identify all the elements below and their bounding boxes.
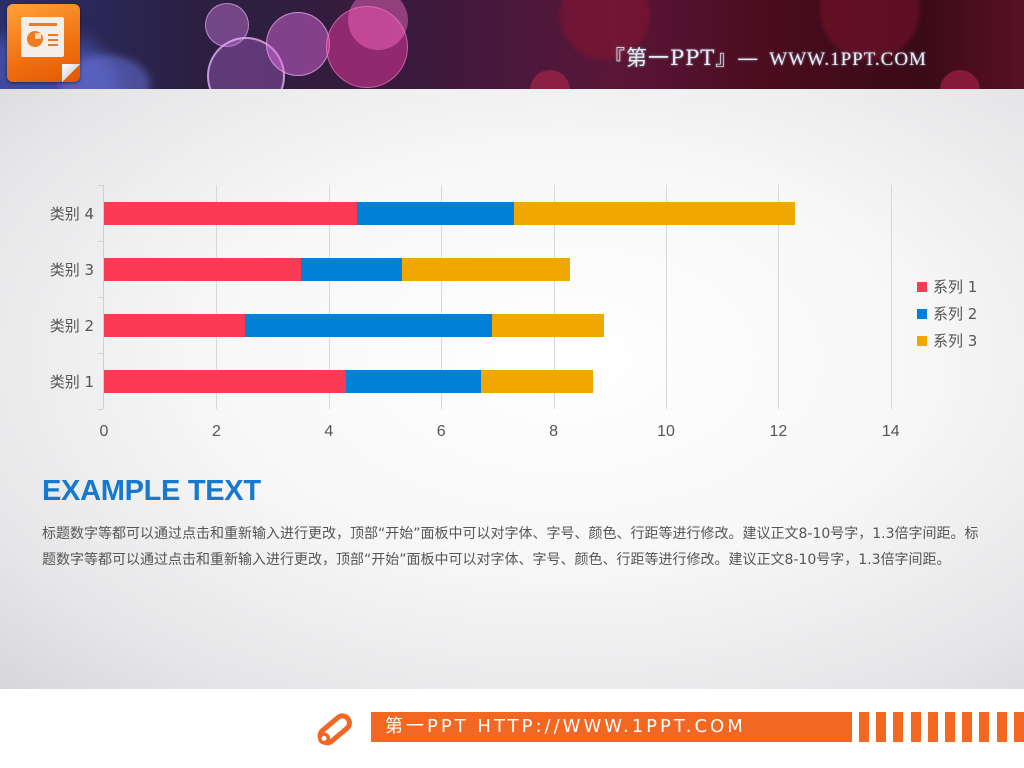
legend-swatch-icon [917,281,927,292]
category-label: 类别 3 [49,261,94,279]
decorative-stripe [996,712,1007,742]
x-tick-label: 12 [769,423,788,440]
x-tick-label: 14 [881,423,900,440]
legend-swatch-icon [917,308,927,319]
header-url: WWW.1PPT.COM [769,49,927,70]
y-tick-mark [98,353,103,354]
y-axis-line [103,185,104,409]
legend-swatch-icon [917,335,927,346]
x-tick-label: 10 [657,423,675,440]
bar-segment[interactable] [104,257,301,281]
y-tick-mark [98,185,103,186]
footer: 第一PPT HTTP://WWW.1PPT.COM [0,689,1024,768]
gridline [778,185,780,409]
bar-segment[interactable] [104,313,245,337]
bar-row [104,257,571,281]
category-label: 类别 1 [49,373,94,391]
bar-segment[interactable] [244,313,492,337]
bar-row [104,201,796,225]
powerpoint-icon [7,4,80,82]
x-tick-label: 2 [211,423,221,440]
bar-segment[interactable] [300,257,402,281]
bar-segment[interactable] [356,201,515,225]
decorative-stripe [962,712,973,742]
decorative-stripe [945,712,955,742]
header-banner: 『第一PPT』— WWW.1PPT.COM [0,0,1024,89]
x-tick-label: 8 [549,423,559,440]
section-title: EXAMPLE TEXT [42,475,261,507]
gridline [666,185,667,409]
legend-item[interactable]: 系列 3 [917,327,977,354]
gridline [216,185,218,409]
header-title-cn: 『第一PPT』— [604,46,760,70]
bar-segment[interactable] [345,369,481,393]
decorative-stripe [910,712,921,742]
bar-row [104,369,593,393]
footer-link-banner[interactable]: 第一PPT HTTP://WWW.1PPT.COM [371,712,852,742]
y-tick-mark [98,241,103,242]
legend-label: 系列 1 [933,278,978,296]
bar-segment[interactable] [104,369,346,393]
decorative-stripe [979,712,990,742]
legend-item[interactable]: 系列 1 [917,273,977,300]
x-tick-label: 0 [99,423,109,440]
category-label: 类别 2 [49,317,94,335]
y-tick-mark [98,409,103,410]
bar-segment[interactable] [401,257,571,281]
y-tick-mark [98,297,103,298]
header-title: 『第一PPT』— WWW.1PPT.COM [604,42,927,72]
decorative-stripe [859,712,869,742]
gridline [890,185,892,409]
category-label: 类别 4 [49,205,94,223]
legend-label: 系列 2 [933,305,978,323]
decorative-stripe [876,712,887,742]
decorative-stripe [927,712,938,742]
chart-legend: 系列 1 系列 2 系列 3 [917,273,977,354]
bar-segment[interactable] [480,369,593,393]
decorative-stripe [1013,712,1024,742]
gridline [553,185,555,409]
slide-body: 0 2 4 6 8 10 12 14 类别 1 类别 2 类别 3 类别 4 系列 1 系列 2 系列 3 … [0,89,1024,689]
decorative-stripe [893,712,904,742]
x-tick-label: 4 [324,423,334,440]
body-paragraph: 标题数字等都可以通过点击和重新输入进行更改，顶部“开始”面板中可以对字体、字号、… [42,526,979,568]
bar-row [104,313,605,337]
bar-segment[interactable] [104,201,357,225]
pencil-icon [317,713,352,746]
x-tick-label: 6 [436,423,446,440]
bar-segment[interactable] [491,313,605,337]
bar-segment[interactable] [514,201,796,225]
stacked-bar-chart: 0 2 4 6 8 10 12 14 类别 1 类别 2 类别 3 类别 4 系列 1 系列 2 系列 3 [0,89,1024,469]
gridline [328,185,330,409]
gridline [441,185,443,409]
legend-item[interactable]: 系列 2 [917,300,977,327]
legend-label: 系列 3 [933,332,978,350]
